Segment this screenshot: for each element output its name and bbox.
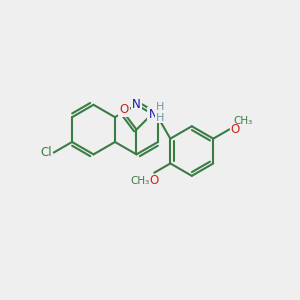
Text: N: N bbox=[148, 108, 157, 121]
Text: Cl: Cl bbox=[41, 146, 52, 159]
Text: O: O bbox=[231, 123, 240, 136]
Text: CH₃: CH₃ bbox=[131, 176, 150, 186]
Text: H: H bbox=[156, 101, 164, 112]
Text: O: O bbox=[150, 174, 159, 187]
Text: N: N bbox=[132, 98, 141, 111]
Text: CH₃: CH₃ bbox=[234, 116, 253, 126]
Text: H: H bbox=[156, 112, 164, 123]
Text: O: O bbox=[119, 103, 128, 116]
